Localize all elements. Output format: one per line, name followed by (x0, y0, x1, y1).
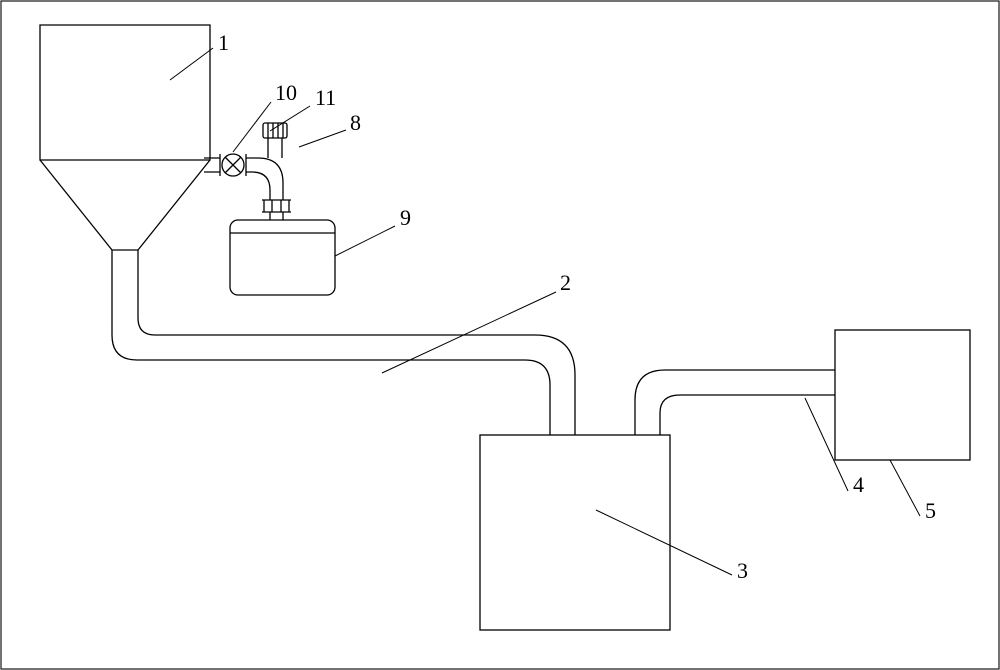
tank-3 (480, 435, 670, 630)
label-5: 5 (925, 498, 936, 523)
sample-box-9 (230, 220, 335, 295)
pipe-4-inner (660, 395, 835, 435)
label-4: 4 (853, 472, 864, 497)
label-11: 11 (315, 85, 336, 110)
label-2: 2 (560, 270, 571, 295)
pipe-2-inner (138, 275, 575, 435)
valve-10 (220, 154, 246, 176)
label-3: 3 (737, 558, 748, 583)
label-numbers: 1 10 11 8 9 2 4 5 3 (218, 30, 936, 583)
branch-8 (246, 158, 283, 200)
hopper-1 (40, 25, 210, 250)
label-10: 10 (275, 80, 297, 105)
schematic (40, 25, 970, 630)
label-8: 8 (350, 110, 361, 135)
cap-11 (263, 123, 287, 138)
pipe-2-outer (112, 275, 550, 435)
tank-5 (835, 330, 970, 460)
label-9: 9 (400, 205, 411, 230)
label-1: 1 (218, 30, 229, 55)
pipe-4-outer (635, 370, 835, 435)
diagram-canvas: 1 10 11 8 9 2 4 5 3 (0, 0, 1000, 670)
